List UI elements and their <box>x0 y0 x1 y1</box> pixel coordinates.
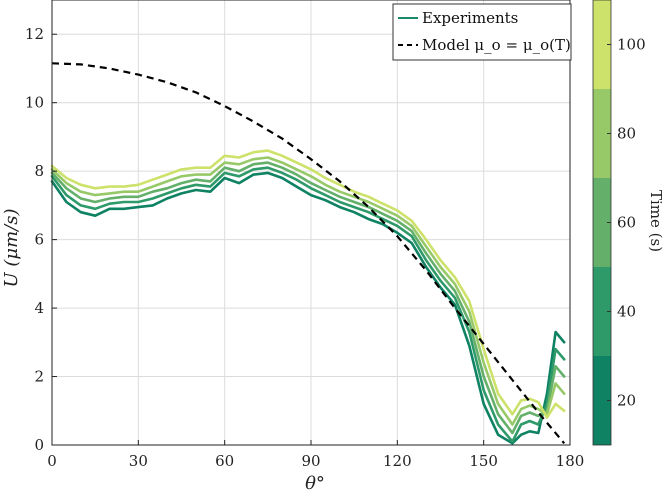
series-layer <box>50 149 566 445</box>
x-tick-label: 120 <box>383 452 412 470</box>
series-line-t-100-s <box>50 149 566 419</box>
y-tick-label: 6 <box>34 231 44 249</box>
legend-model-label: Model μ_o = μ_o(T) <box>422 36 571 54</box>
colorbar-tick-label: 80 <box>617 125 636 143</box>
colorbar-band <box>593 267 611 356</box>
series-line-t-60-s <box>50 161 566 435</box>
x-tick-label: 180 <box>556 452 585 470</box>
model-line <box>51 62 566 445</box>
series-line-t-20-s <box>50 171 566 445</box>
y-tick-label: 4 <box>34 299 44 317</box>
y-tick-label: 12 <box>25 25 44 43</box>
colorbar-band <box>593 356 611 445</box>
colorbar-tick-label: 20 <box>617 392 636 410</box>
y-axis-title: U (μm/s) <box>1 208 22 287</box>
legend-box <box>392 3 572 61</box>
x-tick-label: 60 <box>215 452 234 470</box>
x-axis-title: θ° <box>305 473 325 494</box>
colorbar-band <box>593 89 611 178</box>
colorbar-band <box>593 0 611 89</box>
colorbar: 20 40 60 80 100 <box>592 0 646 446</box>
y-tick-label: 2 <box>34 368 44 386</box>
legend: Experiments Model μ_o = μ_o(T) <box>392 3 572 61</box>
y-tick-label: 8 <box>34 162 44 180</box>
x-tick-label: 150 <box>469 452 498 470</box>
colorbar-tick-label: 40 <box>617 303 636 321</box>
y-tick-label: 0 <box>34 436 44 454</box>
series-line-t-80-s <box>50 156 566 426</box>
y-tick-label: 10 <box>25 94 44 112</box>
colorbar-title: Time (s) <box>647 190 664 252</box>
x-tick-label: 90 <box>301 452 320 470</box>
ticks: 0 30 60 90 120 150 180 0 2 4 6 8 10 12 <box>25 25 584 470</box>
colorbar-band <box>593 178 611 267</box>
series-line-t-40-s <box>50 166 566 443</box>
x-tick-label: 0 <box>47 452 57 470</box>
legend-experiments-label: Experiments <box>422 9 518 27</box>
colorbar-tick-label: 100 <box>617 36 646 54</box>
x-tick-label: 30 <box>129 452 148 470</box>
model-layer <box>51 62 566 445</box>
colorbar-tick-label: 60 <box>617 214 636 232</box>
